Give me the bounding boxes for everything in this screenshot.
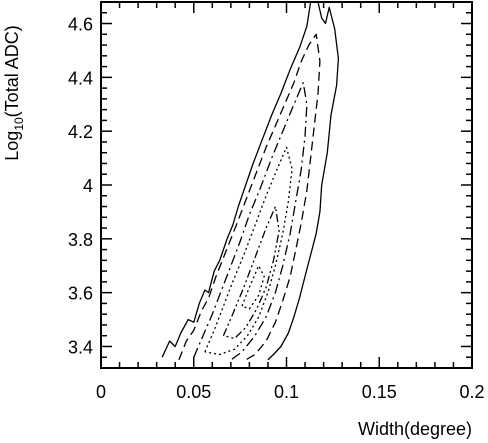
- y-tick-label: 4.4: [68, 68, 93, 88]
- contour-level-2-2: [178, 33, 321, 361]
- y-axis-title-base: Log: [2, 131, 22, 161]
- y-tick-label: 3.6: [68, 284, 93, 304]
- x-axis-title: Width(degree): [358, 419, 472, 439]
- y-axis-title-rest: (Total ADC): [2, 25, 22, 117]
- x-tick-label: 0.2: [459, 382, 484, 402]
- x-tick-label: 0.1: [274, 382, 299, 402]
- x-tick-label: 0.15: [362, 382, 397, 402]
- axis-ticks: [100, 1, 473, 369]
- contour-level-5-5: [222, 205, 280, 340]
- contour-level-4-4: [204, 146, 293, 356]
- y-tick-label: 3.4: [68, 337, 93, 357]
- y-tick-label: 3.8: [68, 230, 93, 250]
- y-axis-title: Log10(Total ADC): [2, 25, 26, 160]
- contour-level-3-3: [193, 82, 308, 361]
- axis-tick-labels: 0 0.05 0.1 0.15 0.2 3.4 3.6 3.8 4 4.2 4.4 4.6: [68, 15, 485, 402]
- y-axis-title-subscript: 10: [12, 117, 26, 131]
- y-tick-label: 4.6: [68, 15, 93, 35]
- contour-lines: [161, 1, 340, 361]
- x-tick-label: 0.05: [176, 382, 211, 402]
- y-tick-label: 4: [83, 176, 93, 196]
- contour-level-1-0: [161, 1, 312, 358]
- plot-frame: [100, 1, 473, 369]
- y-tick-label: 4.2: [68, 122, 93, 142]
- contour-level-6-6: [241, 265, 265, 310]
- x-tick-label: 0: [96, 382, 106, 402]
- contour-level-1-1: [267, 1, 340, 361]
